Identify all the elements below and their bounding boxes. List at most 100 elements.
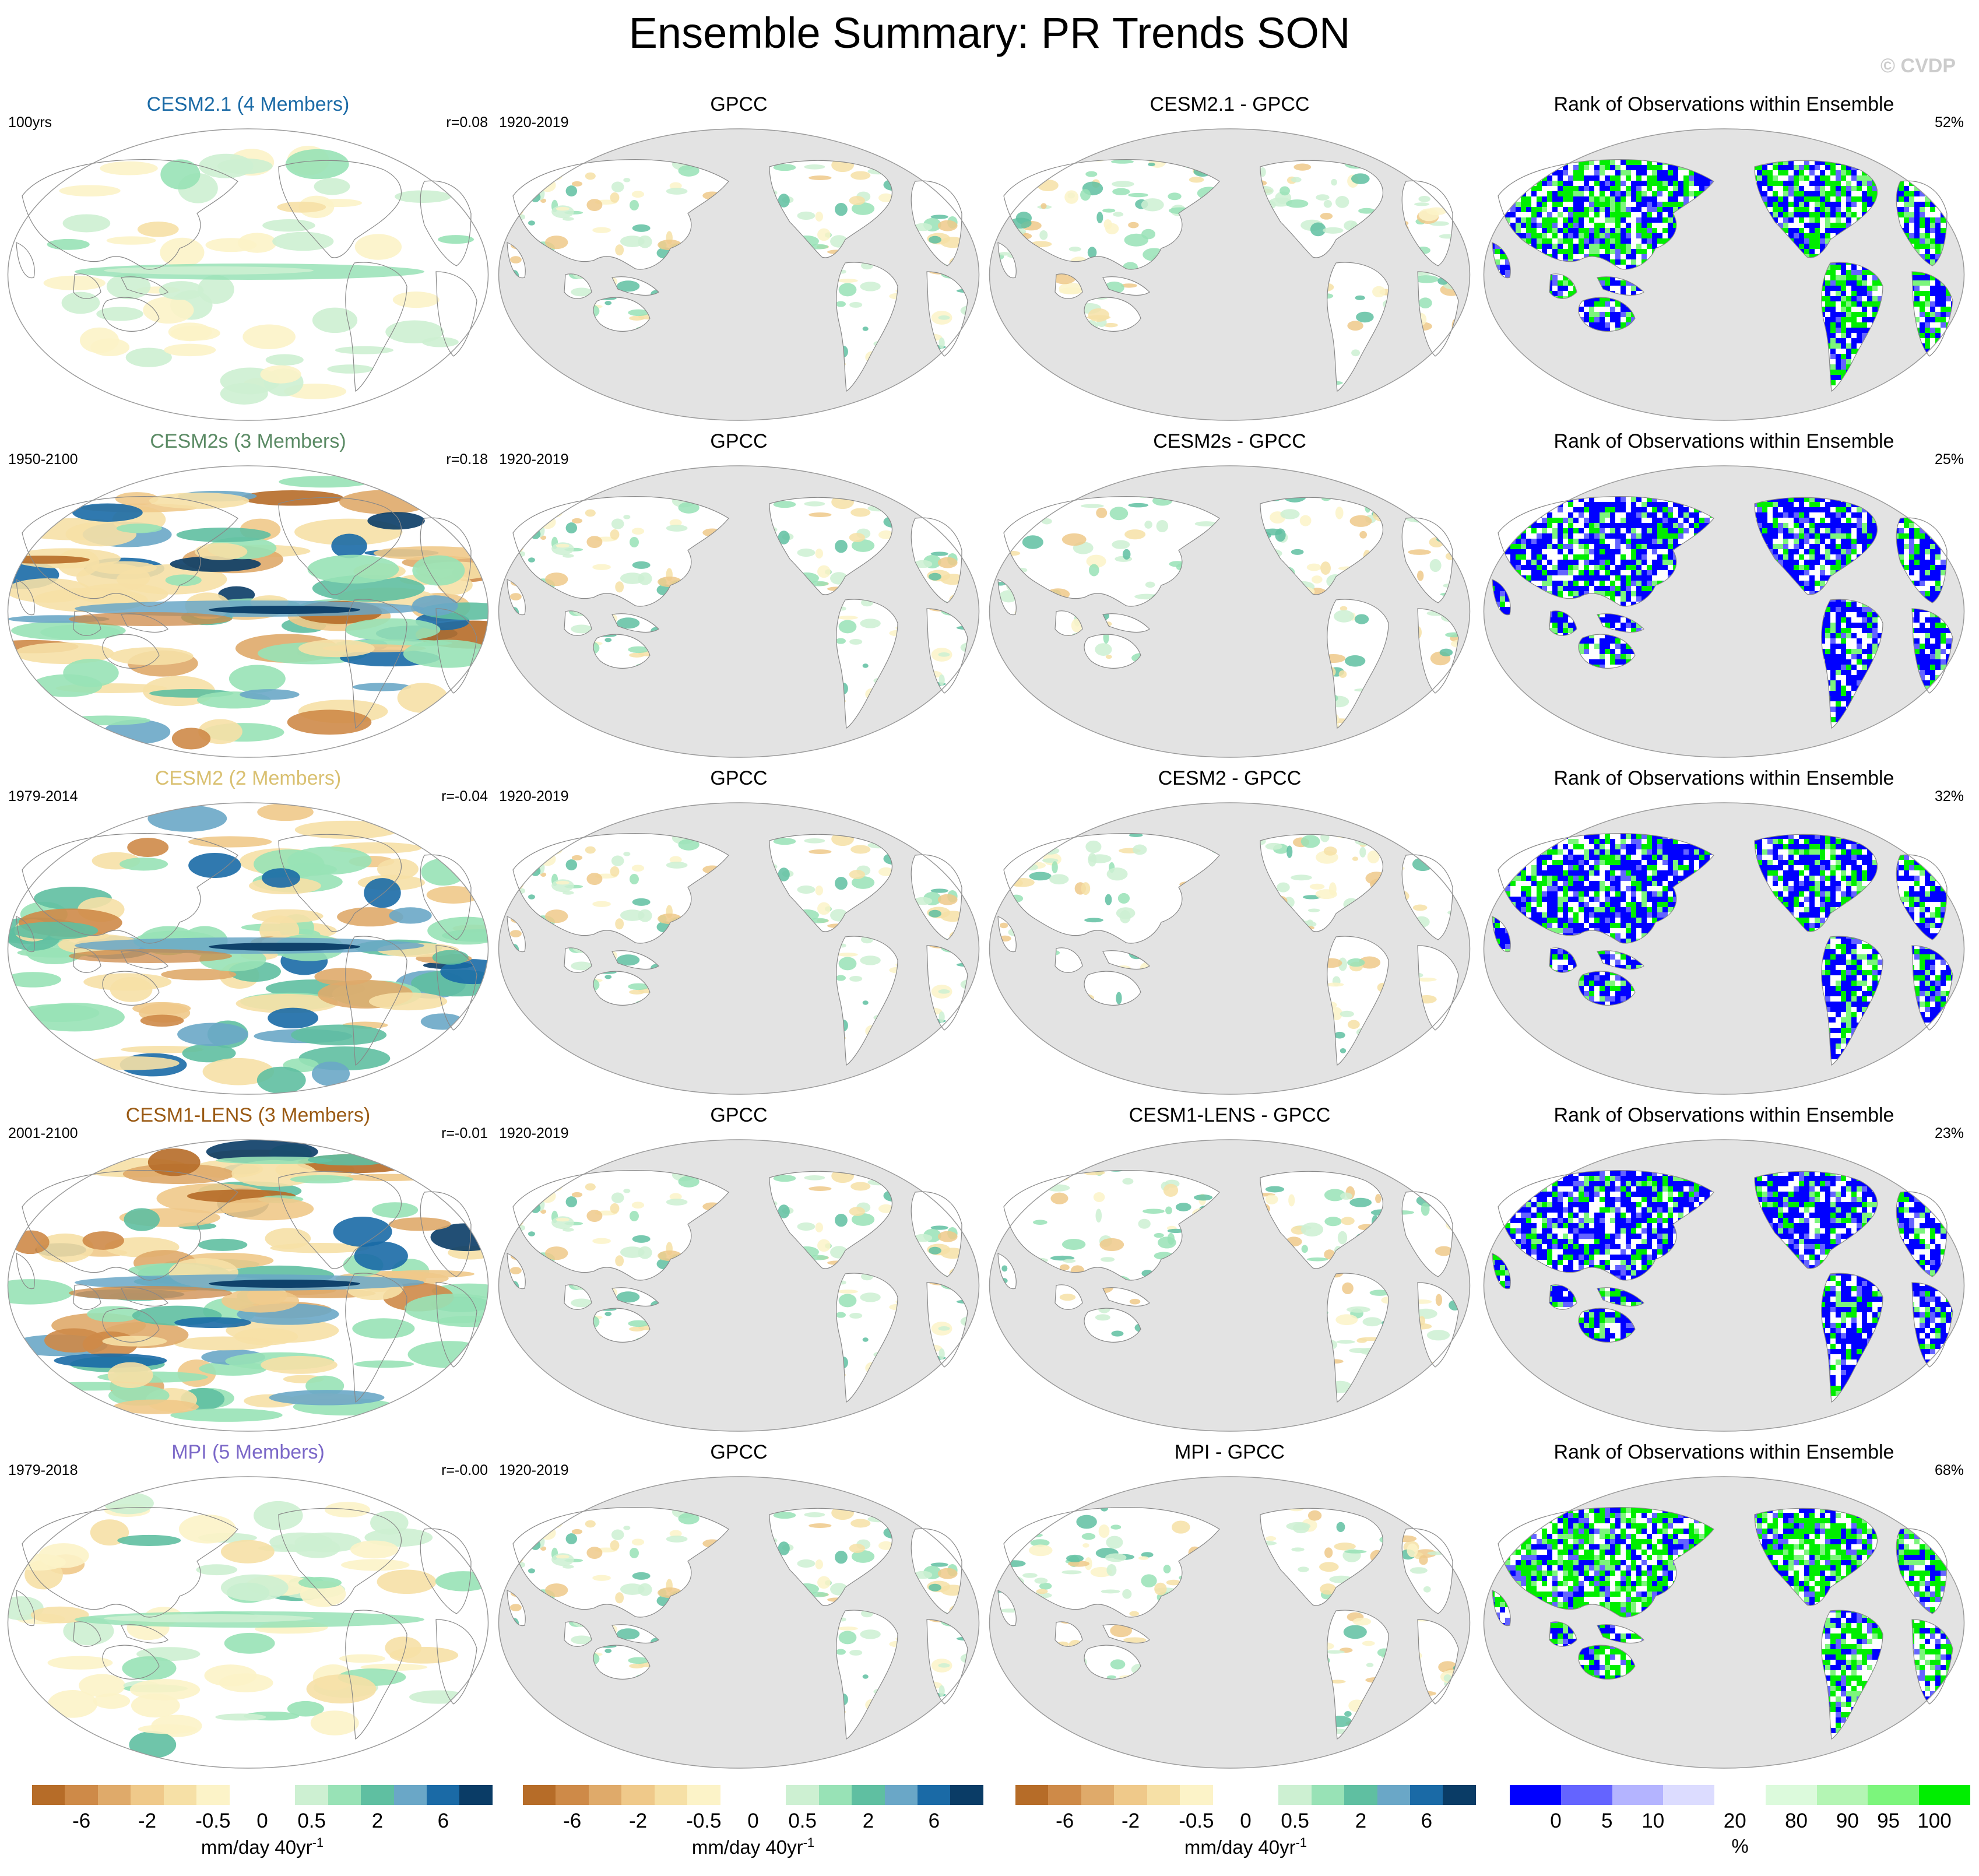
panel-title: CESM2.1 - GPCC: [1150, 93, 1310, 115]
map-container: [495, 463, 982, 760]
coastline: [73, 273, 101, 299]
coastline: [911, 1528, 962, 1614]
coastline: [1102, 950, 1150, 969]
coastline: [1327, 262, 1389, 392]
globe-outline: [7, 465, 489, 758]
coastline: [1401, 1191, 1453, 1277]
coastline: [1492, 1253, 1511, 1290]
coastline: [1549, 1621, 1577, 1647]
coastline: [507, 242, 526, 279]
period-label: 2001-2100: [8, 1125, 78, 1141]
panel-title: GPCC: [710, 1441, 768, 1463]
coastline: [1578, 971, 1636, 1006]
coastline: [278, 1171, 402, 1269]
colorbar-tick-label: -6: [1056, 1810, 1074, 1832]
coastline: [564, 947, 592, 973]
colorbar-swatch: [523, 1785, 556, 1805]
coastline: [22, 496, 238, 607]
coastline: [836, 262, 898, 392]
coastline: [73, 947, 101, 973]
panel-title: GPCC: [710, 1104, 768, 1126]
coastline: [611, 276, 659, 296]
colorbar-swatch: [1344, 1785, 1377, 1805]
coastline: [1498, 159, 1714, 270]
diff-panel: CESM2 - GPCC: [986, 767, 1473, 1099]
colorbar-tick-label: 0.5: [297, 1810, 326, 1832]
coastline: [611, 1287, 659, 1306]
colorbar-swatch: [1015, 1785, 1049, 1805]
panel-title: CESM2 - GPCC: [1158, 767, 1302, 789]
coastline: [1102, 1624, 1150, 1643]
coastline: [1102, 1287, 1150, 1306]
colorbar-swatch: [1919, 1785, 1971, 1805]
coastline: [1597, 276, 1644, 296]
coastline: [345, 1610, 407, 1740]
colorbar-swatch: [427, 1785, 460, 1805]
colorbar-swatch: [1377, 1785, 1411, 1805]
diff-panel: CESM1-LENS - GPCC: [986, 1104, 1473, 1436]
coastline: [926, 271, 968, 357]
coastline: [769, 1171, 892, 1269]
model-panel: CESM1-LENS (3 Members) 2001-2100 r=-0.01: [5, 1104, 491, 1436]
units-exponent: -1: [312, 1835, 324, 1850]
panel-title: GPCC: [710, 93, 768, 115]
coastline: [926, 945, 968, 1031]
colorbar-swatch: [131, 1785, 164, 1805]
coastline: [16, 916, 35, 953]
coastline: [769, 834, 892, 932]
diff-map: [989, 802, 1471, 1095]
coastline: [1054, 610, 1083, 636]
colorbar-swatch: [1180, 1785, 1213, 1805]
rank-map: [1483, 128, 1965, 421]
colorbar-swatch: [818, 1785, 852, 1805]
coastline: [1896, 854, 1948, 940]
coastline: [22, 833, 238, 944]
globe-outline: [1483, 1476, 1965, 1769]
coastline: [121, 950, 168, 969]
diff-map: [989, 465, 1471, 758]
map-container: [1481, 1474, 1967, 1771]
panel-title: CESM1-LENS (3 Members): [125, 1104, 371, 1126]
coastline: [1911, 271, 1953, 357]
coastline: [1054, 947, 1083, 973]
globe-outline: [989, 465, 1471, 758]
coastline: [22, 1170, 238, 1281]
map-container: [495, 800, 982, 1097]
rank-percent: 68%: [1934, 1462, 1964, 1478]
colorbar-tick-label: 0.5: [1281, 1810, 1309, 1832]
period-label: 100yrs: [8, 114, 52, 131]
panel-title: MPI - GPCC: [1175, 1441, 1285, 1463]
colorbar-tick-label: 0: [747, 1810, 759, 1832]
coastline: [1327, 1610, 1389, 1740]
map-container: [5, 1474, 491, 1771]
pattern-correlation: r=-0.00: [441, 1462, 488, 1478]
colorbar-swatch: [328, 1785, 361, 1805]
colorbar-tick-label: 0.5: [788, 1810, 817, 1832]
map-container: [495, 126, 982, 423]
coastline: [1327, 936, 1389, 1066]
coastline: [769, 497, 892, 595]
rank-map: [1483, 465, 1965, 758]
coastline: [1003, 159, 1220, 270]
coastline: [1003, 1507, 1220, 1618]
obs-panel: GPCC 1920-2019: [495, 430, 982, 763]
model-map: [7, 1139, 489, 1432]
panel-title: CESM2s - GPCC: [1153, 430, 1306, 452]
rank-percent: 25%: [1934, 451, 1964, 468]
coastline: [121, 1624, 168, 1643]
globe-outline: [1483, 802, 1965, 1095]
diff-panel: CESM2s - GPCC: [986, 430, 1473, 763]
coastline: [997, 579, 1017, 616]
panel-title: MPI (5 Members): [171, 1441, 325, 1463]
colorbar-tick-label: 0: [1240, 1810, 1252, 1832]
coastline: [593, 1308, 651, 1343]
coastline: [1401, 517, 1453, 603]
coastline: [911, 854, 962, 940]
map-container: [5, 126, 491, 423]
period-label: 1950-2100: [8, 451, 78, 468]
globe-outline: [989, 128, 1471, 421]
coastline: [911, 180, 962, 266]
trend-colorbar: -6 -2 -0.5 0 0.5 2 6 mm/day 40yr-1: [523, 1785, 983, 1864]
coastline: [1549, 1284, 1577, 1310]
globe-outline: [989, 1476, 1471, 1769]
